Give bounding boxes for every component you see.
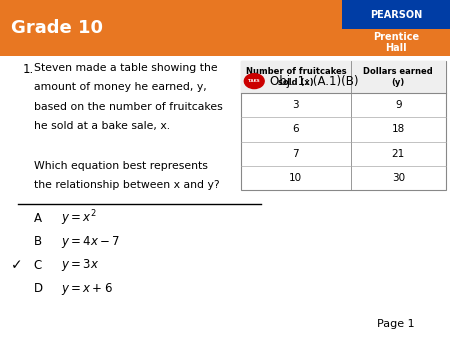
Circle shape bbox=[244, 74, 264, 89]
Text: the relationship between x and y?: the relationship between x and y? bbox=[34, 180, 220, 190]
Text: $y = 3x$: $y = 3x$ bbox=[61, 257, 99, 273]
Text: based on the number of fruitcakes: based on the number of fruitcakes bbox=[34, 102, 222, 112]
Text: Number of fruitcakes
sold (x): Number of fruitcakes sold (x) bbox=[246, 67, 346, 87]
Text: D: D bbox=[34, 283, 43, 295]
Text: Grade 10: Grade 10 bbox=[11, 19, 103, 37]
Text: Page 1: Page 1 bbox=[377, 319, 415, 330]
Text: $y = 4x - 7$: $y = 4x - 7$ bbox=[61, 234, 120, 250]
Text: 3: 3 bbox=[292, 100, 299, 110]
Text: Dollars earned
(y): Dollars earned (y) bbox=[364, 67, 433, 87]
Text: 30: 30 bbox=[392, 173, 405, 183]
Text: amount of money he earned, y,: amount of money he earned, y, bbox=[34, 82, 207, 92]
Text: B: B bbox=[34, 235, 42, 248]
Text: 18: 18 bbox=[392, 124, 405, 135]
Bar bbox=[0, 0, 450, 56]
Text: he sold at a bake sale, x.: he sold at a bake sale, x. bbox=[34, 121, 170, 131]
Text: ✓: ✓ bbox=[11, 258, 23, 272]
Text: TAKS: TAKS bbox=[248, 79, 260, 83]
Text: 21: 21 bbox=[392, 149, 405, 159]
Text: 7: 7 bbox=[292, 149, 299, 159]
Text: 9: 9 bbox=[395, 100, 401, 110]
Text: $y = x + 6$: $y = x + 6$ bbox=[61, 281, 112, 297]
Text: C: C bbox=[34, 259, 42, 272]
Text: Steven made a table showing the: Steven made a table showing the bbox=[34, 63, 217, 73]
Text: Prentice
Hall: Prentice Hall bbox=[373, 31, 419, 53]
Bar bbox=[342, 0, 450, 29]
Bar bbox=[241, 61, 446, 93]
Text: $y = x^2$: $y = x^2$ bbox=[61, 208, 96, 228]
Text: PEARSON: PEARSON bbox=[370, 9, 422, 20]
Text: A: A bbox=[34, 212, 42, 224]
Text: 1.: 1. bbox=[22, 63, 34, 75]
Text: Which equation best represents: Which equation best represents bbox=[34, 161, 207, 171]
Text: 6: 6 bbox=[292, 124, 299, 135]
Bar bbox=[241, 61, 446, 190]
Text: 10: 10 bbox=[289, 173, 302, 183]
Text: Obj. 1: (A.1)(B): Obj. 1: (A.1)(B) bbox=[270, 75, 359, 88]
